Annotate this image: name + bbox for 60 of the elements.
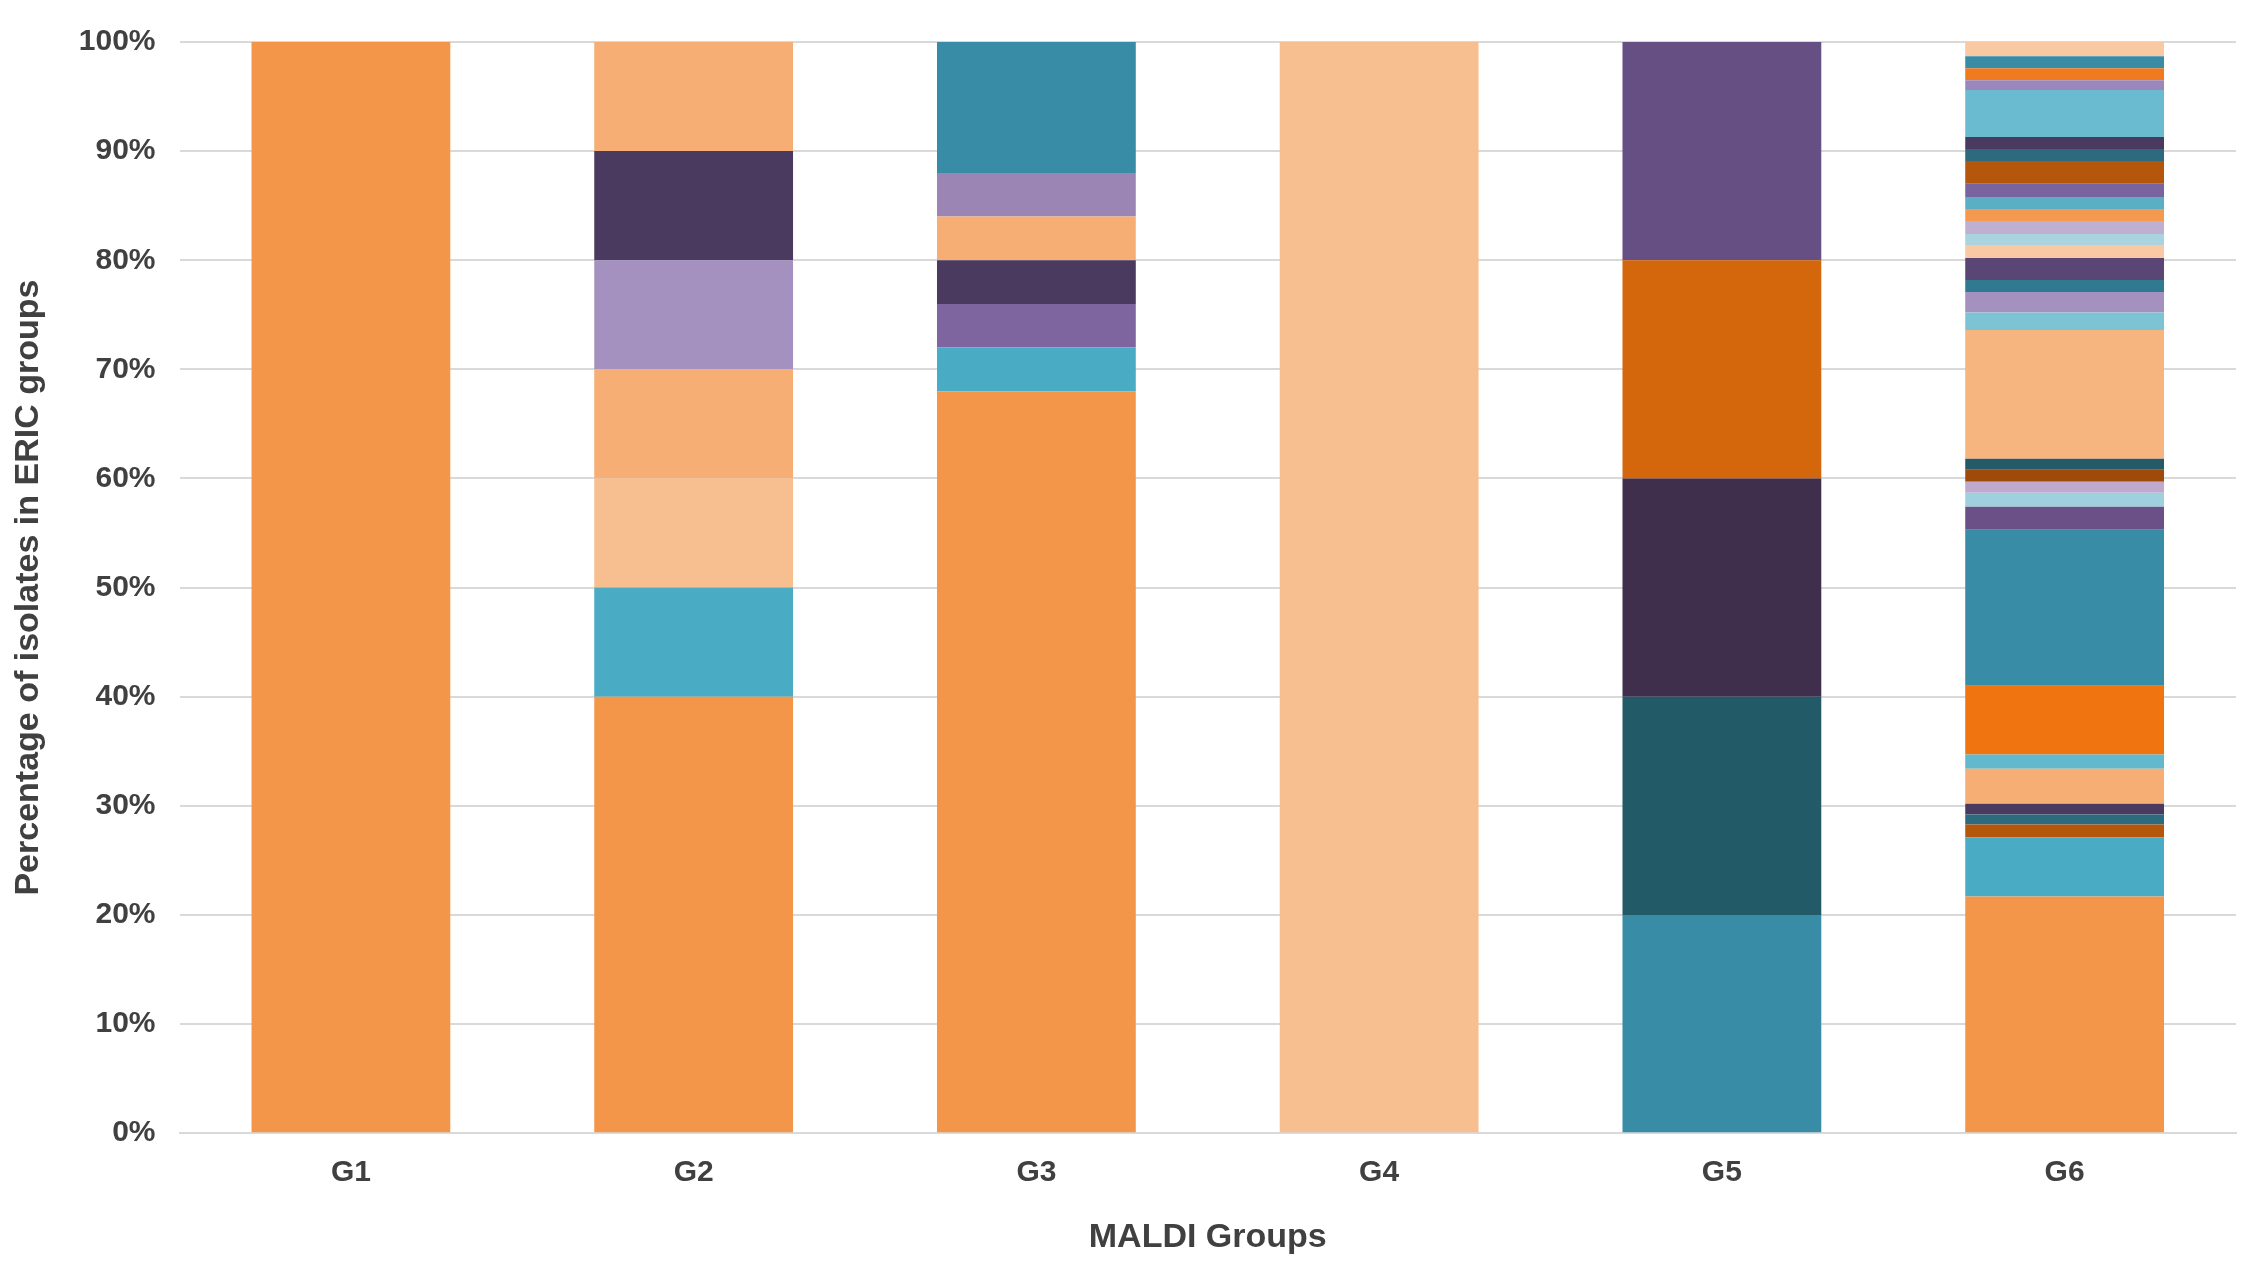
bar xyxy=(937,391,1136,1133)
bar xyxy=(1965,244,2165,259)
bar xyxy=(1622,260,1822,479)
bar xyxy=(937,347,1136,392)
y-axis-title: Percentage of isolates in ERIC groups xyxy=(6,279,45,896)
y-tick-label: 20% xyxy=(95,896,156,930)
bar xyxy=(1965,330,2165,459)
y-tick-label: 10% xyxy=(95,1005,156,1039)
y-tick-label: 60% xyxy=(95,459,156,493)
bar xyxy=(1965,481,2165,493)
bar xyxy=(1965,220,2165,235)
bar xyxy=(1965,279,2165,292)
bar xyxy=(1965,196,2165,209)
x-axis-title: MALDI Groups xyxy=(1088,1215,1327,1254)
bar xyxy=(1965,56,2165,69)
bar xyxy=(1965,837,2165,897)
bar xyxy=(1965,458,2165,470)
bar xyxy=(251,42,451,1133)
bar xyxy=(1965,90,2165,137)
y-tick-label: 40% xyxy=(95,677,156,711)
bar xyxy=(1965,754,2165,769)
bar xyxy=(1965,208,2165,221)
bar xyxy=(937,303,1136,348)
bar xyxy=(1965,685,2165,755)
bar xyxy=(1965,234,2165,245)
bar xyxy=(1965,492,2165,507)
x-tick-label: G5 xyxy=(1701,1154,1742,1188)
bar xyxy=(1965,42,2165,57)
bar xyxy=(594,478,794,588)
x-tick-label: G1 xyxy=(330,1154,371,1188)
y-tick-label: 100% xyxy=(78,23,156,57)
bar xyxy=(1622,42,1822,261)
y-tick-label: 50% xyxy=(95,568,156,602)
bar xyxy=(937,172,1136,217)
bar xyxy=(1965,529,2165,686)
bar xyxy=(1965,183,2165,197)
bar xyxy=(1965,80,2165,91)
y-tick-label: 70% xyxy=(95,350,156,384)
bar xyxy=(1965,160,2165,184)
bar xyxy=(1965,291,2165,313)
bar xyxy=(1965,896,2165,1133)
y-tick-label: 90% xyxy=(95,132,156,166)
bar xyxy=(1965,258,2165,280)
bar xyxy=(1965,469,2165,482)
bar xyxy=(1622,696,1822,915)
y-tick-label: 0% xyxy=(112,1114,156,1148)
bar xyxy=(1965,506,2165,530)
x-tick-label: G3 xyxy=(1016,1154,1057,1188)
bar xyxy=(594,696,794,1133)
bar xyxy=(1965,148,2165,161)
x-tick-label: G2 xyxy=(673,1154,714,1188)
bar xyxy=(1965,312,2165,331)
bar xyxy=(1622,478,1822,697)
bar xyxy=(1965,136,2165,149)
bar xyxy=(1965,68,2165,81)
x-tick-label: G6 xyxy=(2044,1154,2085,1188)
y-tick-label: 30% xyxy=(95,787,156,821)
x-tick-label: G4 xyxy=(1359,1154,1400,1188)
y-tick-label: 80% xyxy=(95,241,156,275)
bar xyxy=(594,587,794,697)
